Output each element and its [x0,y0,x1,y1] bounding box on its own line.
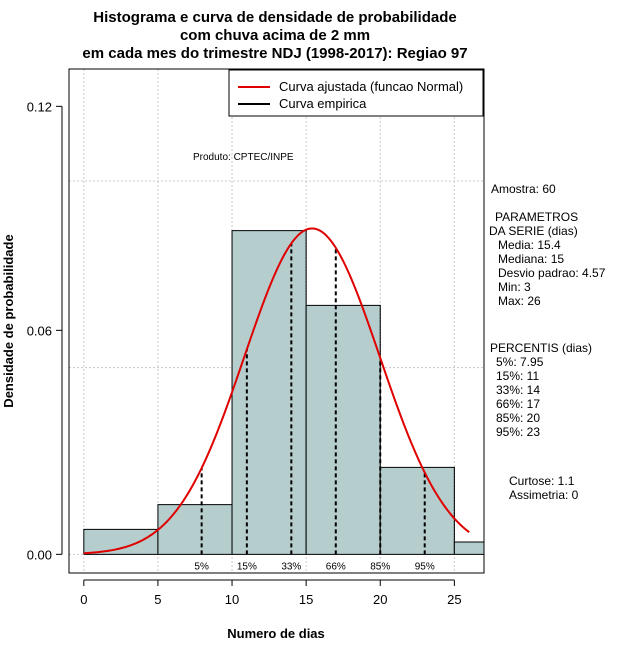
x-tick-label: 10 [225,592,239,607]
parametros-title-2: DA SERIE (dias) [489,224,578,238]
chart-title-line-3: em cada mes do trimestre NDJ (1998-2017)… [82,45,467,62]
p33-value: 33%: 14 [496,383,540,397]
histogram-bar [83,529,158,555]
histogram-bar-outline [305,304,381,555]
histogram-bar [380,467,455,555]
x-axis-title: Numero de dias [227,626,325,641]
percentis-title: PERCENTIS (dias) [490,341,592,355]
normal-curve-layer [83,227,470,555]
percentile-label: 85% [370,561,390,572]
p66-value: 66%: 17 [496,397,540,411]
plot-frame [68,68,485,574]
legend-box [228,69,484,117]
histogram-bar [454,542,484,555]
chart-title-line-2: com chuva acima de 2 mm [180,27,370,44]
max-value: Max: 26 [498,294,541,308]
y-axis-title: Densidade de probabilidade [1,234,16,407]
histogram-bar [306,305,381,555]
statistics-panel: Amostra: 60 PARAMETROS DA SERIE (dias) M… [489,182,606,502]
media-value: Media: 15.4 [498,238,561,252]
histogram-bars [83,230,485,555]
p85-value: 85%: 20 [496,411,540,425]
y-tick-label: 0.12 [27,99,52,114]
x-tick-label: 0 [80,592,87,607]
x-tick-label: 25 [447,592,461,607]
y-tick-label: 0.00 [27,547,52,562]
percentile-label: 95% [415,561,435,572]
percentile-markers: 5% 15% 33% 66% 85% 95% [194,243,435,572]
produto-annotation: Produto: CPTEC/INPE [193,152,294,163]
histogram-bar [232,230,307,555]
chart-title-line-1: Histograma e curva de densidade de proba… [93,9,456,26]
percentile-label: 66% [326,561,346,572]
legend-label-empirical: Curva empirica [279,96,367,111]
assimetria-value: Assimetria: 0 [509,488,579,502]
x-tick-label: 15 [299,592,313,607]
percentile-label: 33% [281,561,301,572]
x-tick-label: 20 [373,592,387,607]
percentile-label: 15% [237,561,257,572]
curtose-value: Curtose: 1.1 [509,474,575,488]
histogram-bar [157,504,233,555]
percentile-label: 5% [194,561,209,572]
mediana-value: Mediana: 15 [498,252,564,266]
parametros-title-1: PARAMETROS [495,210,578,224]
legend-label-fitted: Curva ajustada (funcao Normal) [279,79,463,94]
p5-value: 5%: 7.95 [496,355,544,369]
p95-value: 95%: 23 [496,425,540,439]
normal-curve [83,227,470,555]
desvio-value: Desvio padrao: 4.57 [498,266,606,280]
axes: 0 5 10 15 20 25 0.00 0.06 0.12 [27,99,462,607]
x-tick-label: 5 [154,592,161,607]
legend: Curva ajustada (funcao Normal) Curva emp… [228,69,484,117]
amostra-label: Amostra: 60 [491,182,556,196]
p15-value: 15%: 11 [496,369,539,383]
min-value: Min: 3 [498,280,531,294]
y-tick-label: 0.06 [27,323,52,338]
